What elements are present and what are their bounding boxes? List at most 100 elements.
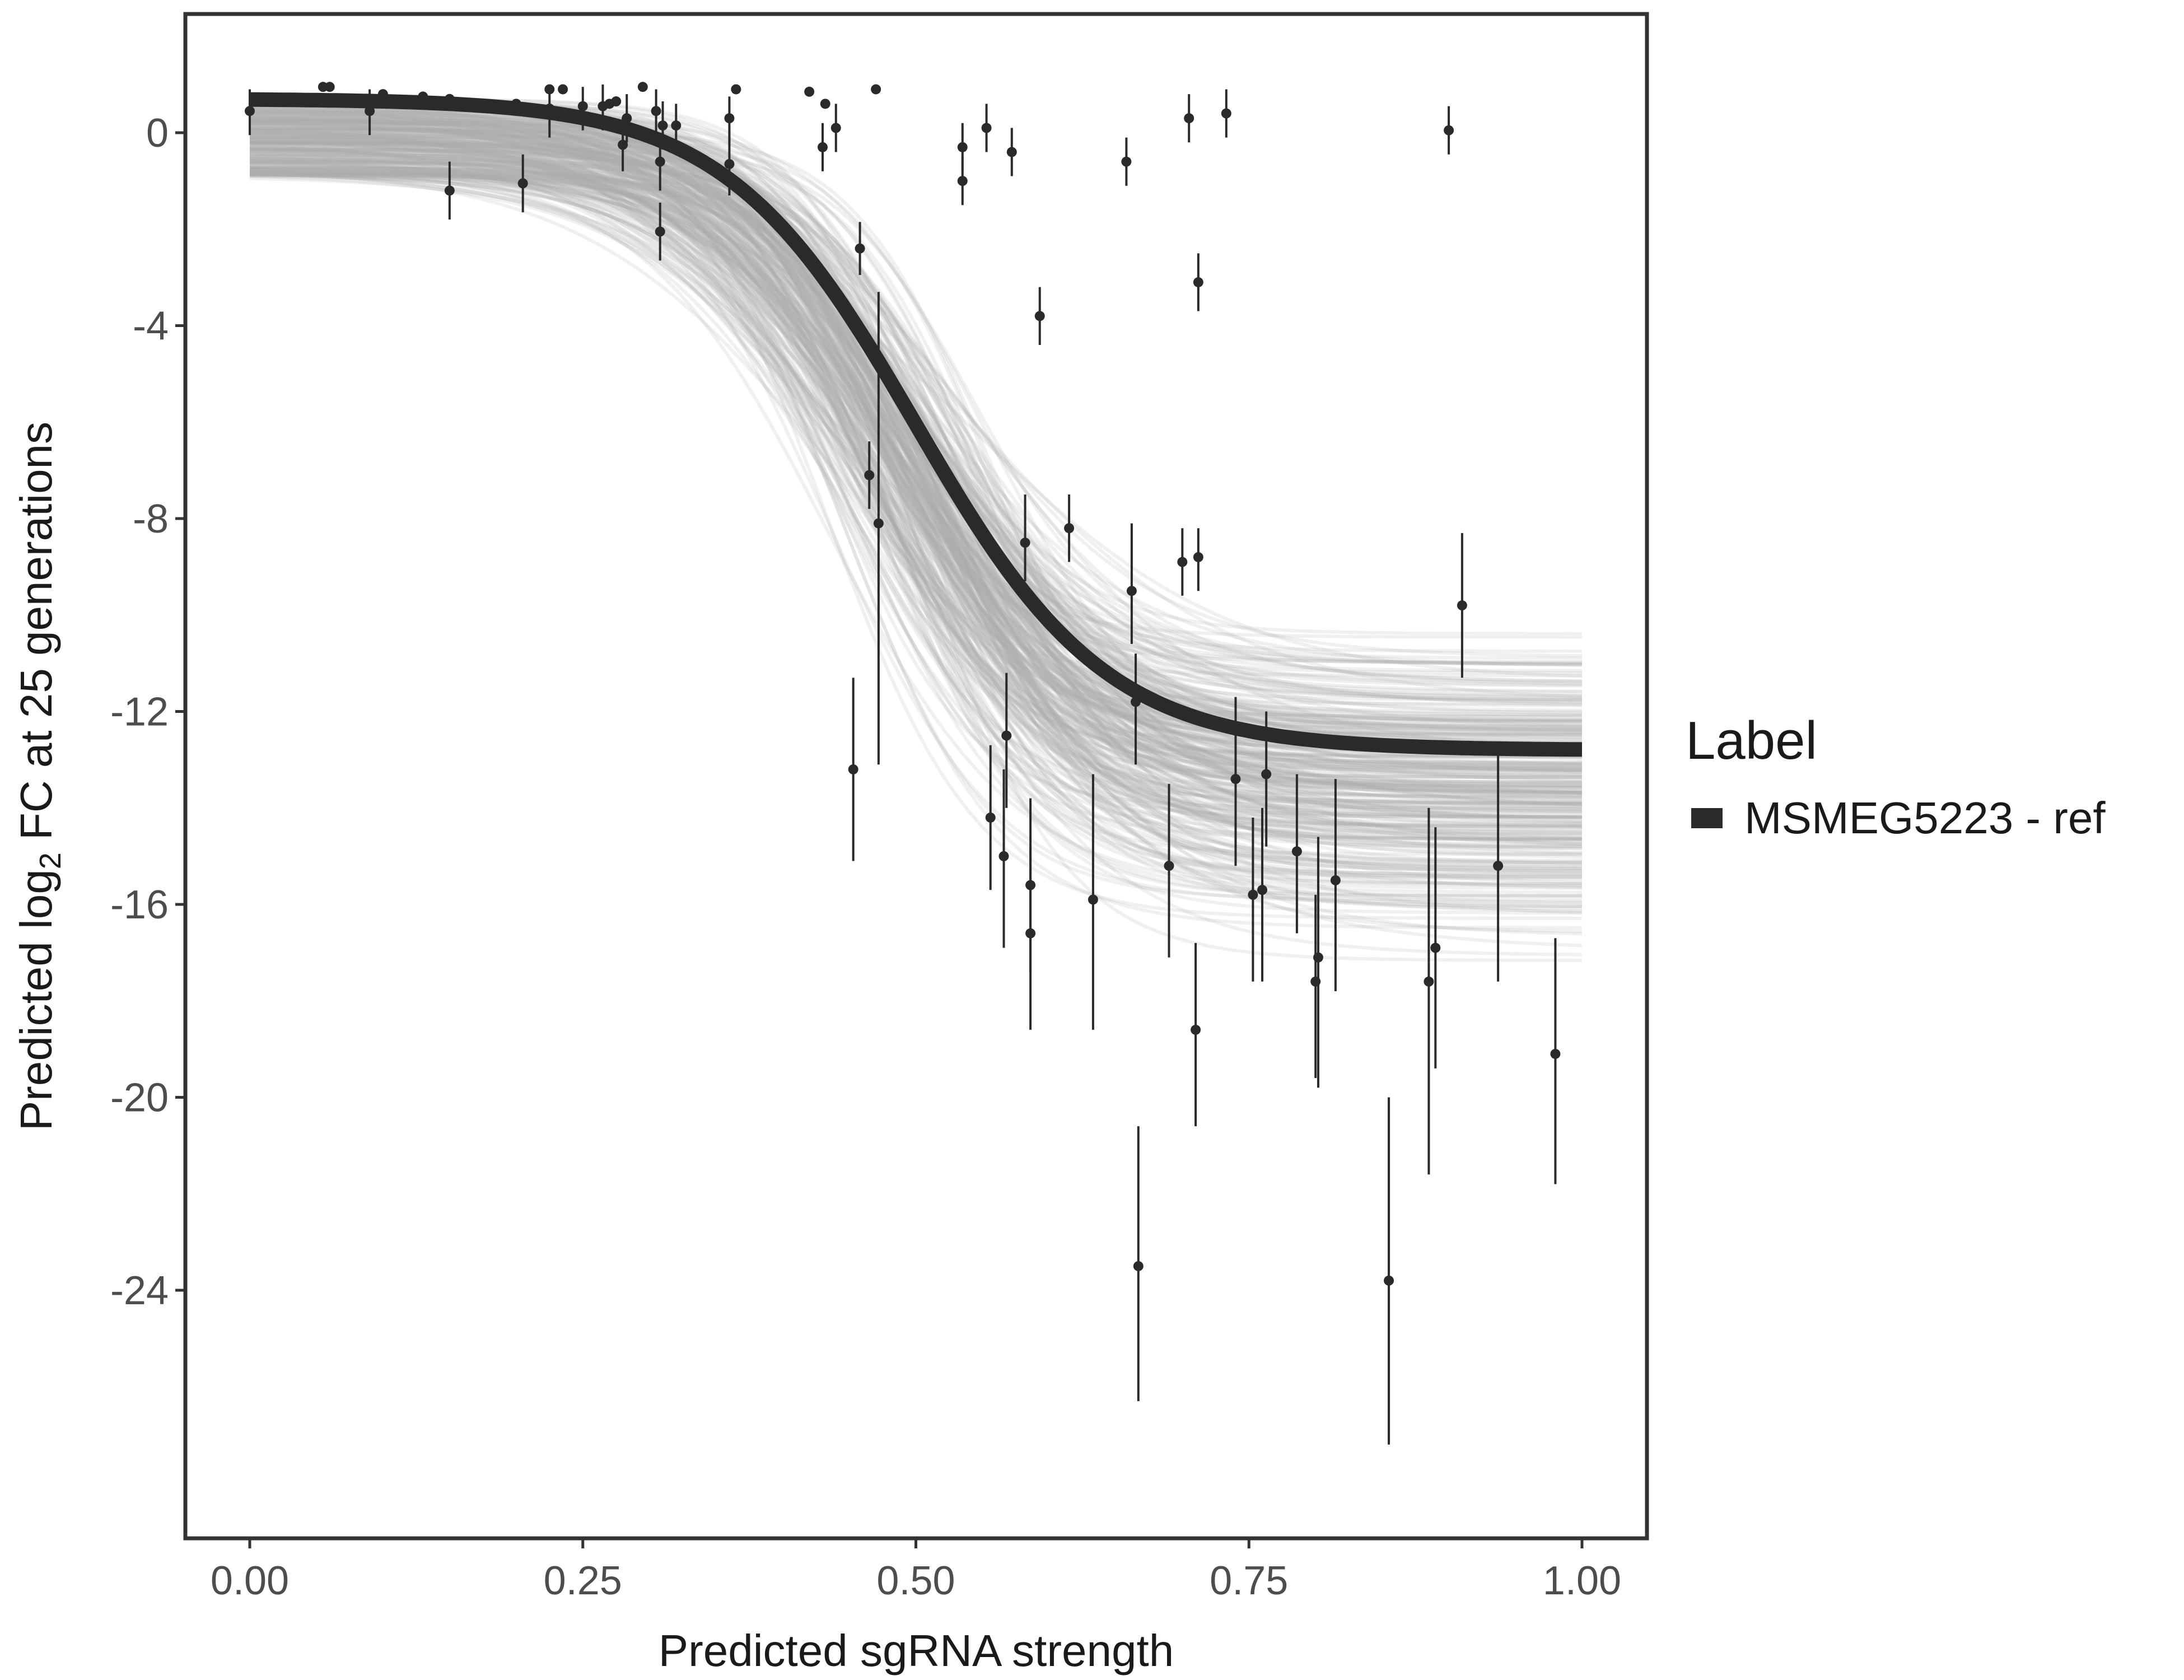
posterior-draw-line [249, 130, 1582, 779]
posterior-draw-line [249, 166, 1583, 805]
posterior-draw-line [250, 165, 1583, 724]
posterior-draw-line [249, 118, 1583, 829]
posterior-draw-line [249, 167, 1583, 773]
posterior-draw-line [249, 128, 1583, 820]
point-marker [651, 106, 661, 116]
posterior-draw-line [250, 117, 1582, 872]
posterior-draw-line [249, 122, 1583, 837]
posterior-draw-line [249, 142, 1583, 875]
posterior-draw-line [249, 97, 1583, 799]
posterior-draw-line [250, 121, 1582, 653]
data-point [655, 133, 665, 191]
posterior-draw-line [250, 134, 1583, 722]
posterior-draw-line [250, 119, 1583, 809]
posterior-draw-line [249, 150, 1583, 773]
posterior-draw-line [250, 166, 1582, 764]
posterior-draw-line [250, 162, 1583, 819]
data-point [1261, 711, 1272, 847]
posterior-draw-line [249, 141, 1582, 787]
posterior-draw-line [250, 147, 1583, 735]
posterior-draw-line [250, 113, 1582, 730]
point-marker [1164, 861, 1174, 871]
posterior-draw-line [249, 123, 1582, 723]
posterior-draw-line [249, 162, 1583, 904]
posterior-draw-line [249, 101, 1583, 908]
posterior-draw-line [249, 126, 1582, 836]
point-marker [804, 86, 815, 97]
y-axis-title-suffix: FC at 25 generations [11, 422, 61, 852]
posterior-draw-line [250, 138, 1582, 758]
point-marker [1184, 113, 1194, 124]
posterior-draw-line [249, 147, 1583, 843]
posterior-draw-line [250, 127, 1582, 962]
data-point [1457, 533, 1467, 678]
data-point [365, 89, 375, 136]
posterior-draw-line [249, 147, 1583, 856]
y-tick-label: -16 [110, 883, 169, 927]
point-marker [655, 156, 665, 167]
posterior-draw-line [249, 127, 1582, 818]
posterior-draw-line [249, 160, 1582, 771]
data-point [981, 104, 992, 152]
point-marker [444, 94, 455, 104]
point-marker [1193, 277, 1203, 287]
data-point [1184, 94, 1194, 143]
point-marker [1121, 156, 1132, 167]
x-tick-label: 0.50 [876, 1558, 955, 1603]
posterior-draw-line [249, 170, 1583, 787]
x-axis-title: Predicted sgRNA strength [659, 1626, 1174, 1676]
data-point [871, 84, 881, 95]
posterior-draw-line [249, 169, 1582, 732]
legend-label-msmeg5223-ref: MSMEG5223 - ref [1744, 793, 2106, 843]
posterior-draw-line [249, 136, 1583, 733]
data-point [1493, 755, 1504, 982]
data-point [724, 133, 735, 195]
posterior-draw-line [249, 140, 1583, 778]
posterior-draw-line [250, 117, 1582, 729]
posterior-draw-line [250, 165, 1582, 810]
posterior-draw-line [249, 157, 1582, 881]
posterior-draw-line [250, 147, 1583, 911]
posterior-draw-line [249, 134, 1583, 792]
point-marker [1430, 942, 1441, 953]
posterior-draw-line [249, 158, 1583, 693]
posterior-draw-line [249, 160, 1582, 768]
posterior-draw-line [249, 109, 1583, 864]
posterior-draw-line [249, 152, 1582, 736]
posterior-draw-line [249, 130, 1583, 839]
posterior-draw-line [249, 150, 1582, 665]
posterior-draw-line [249, 110, 1583, 766]
point-marker [1330, 875, 1341, 885]
posterior-draw-line [250, 126, 1583, 842]
y-tick-label: 0 [146, 111, 169, 156]
y-tick-label: -12 [110, 690, 169, 735]
point-marker [1261, 769, 1272, 780]
posterior-draw-line [250, 142, 1582, 878]
posterior-draw-line [249, 167, 1583, 819]
posterior-draw-line [249, 137, 1583, 658]
point-marker [622, 113, 632, 124]
posterior-draw-line [249, 137, 1583, 741]
posterior-draw-line [249, 174, 1583, 683]
posterior-draw-line [249, 142, 1583, 948]
data-point [1221, 89, 1231, 138]
data-point [957, 157, 968, 206]
posterior-draw-line [250, 111, 1582, 898]
posterior-draw-line [249, 110, 1582, 759]
posterior-draw-line [250, 119, 1582, 805]
posterior-draw-line [249, 137, 1583, 727]
point-marker [981, 123, 992, 133]
point-marker [820, 99, 830, 109]
point-marker [1550, 1048, 1561, 1059]
data-point [998, 769, 1009, 948]
posterior-draw-line [249, 115, 1583, 721]
posterior-draw-line [249, 145, 1583, 697]
posterior-draw-line [250, 146, 1582, 731]
posterior-draw-line [249, 102, 1583, 765]
point-marker [611, 96, 622, 107]
posterior-draw-line [250, 169, 1582, 872]
y-axis-title: Predicted log2 FC at 25 generations [11, 422, 67, 1131]
posterior-draw-line [249, 171, 1583, 776]
data-point [655, 202, 665, 261]
posterior-draw-line [250, 157, 1583, 795]
